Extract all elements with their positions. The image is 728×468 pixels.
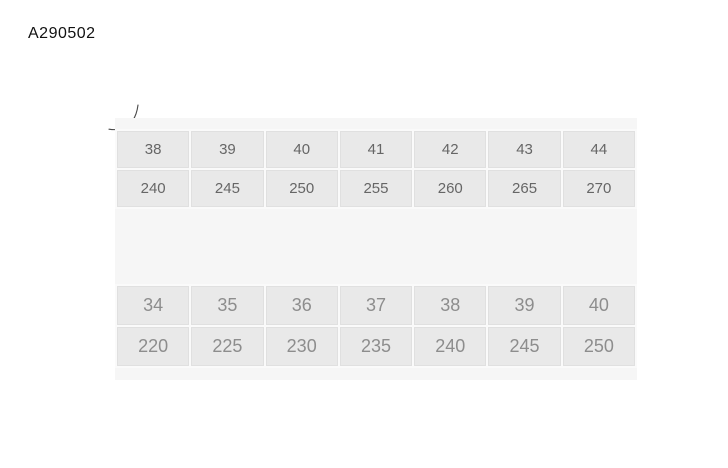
length-cell: 235 xyxy=(339,327,413,366)
size-cell: 38 xyxy=(414,286,487,325)
size-cell: 41 xyxy=(339,131,413,168)
size-cell: 36 xyxy=(265,286,338,325)
product-code-title: A290502 xyxy=(28,25,96,42)
table-row-sizes: 34 35 36 37 38 39 40 xyxy=(117,286,635,325)
size-chart-panel: 38 39 40 41 42 43 44 240 245 250 255 260… xyxy=(115,118,637,380)
size-cell: 38 xyxy=(117,131,190,168)
size-cell: 39 xyxy=(191,131,264,168)
size-cell: 37 xyxy=(339,286,413,325)
size-cell: 35 xyxy=(191,286,264,325)
length-cell: 240 xyxy=(117,170,190,207)
length-cell: 245 xyxy=(488,327,561,366)
table-row-lengths: 240 245 250 255 260 265 270 xyxy=(117,170,635,207)
length-cell: 265 xyxy=(488,170,561,207)
size-cell: 34 xyxy=(117,286,190,325)
length-cell: 270 xyxy=(562,170,635,207)
size-cell: 43 xyxy=(488,131,561,168)
length-cell: 230 xyxy=(265,327,338,366)
length-cell: 220 xyxy=(117,327,190,366)
size-cell: 42 xyxy=(414,131,487,168)
size-cell: 44 xyxy=(562,131,635,168)
length-cell: 245 xyxy=(191,170,264,207)
size-cell: 40 xyxy=(265,131,338,168)
size-chart-bottom: 34 35 36 37 38 39 40 220 225 230 235 240… xyxy=(115,284,637,368)
length-cell: 225 xyxy=(191,327,264,366)
length-cell: 260 xyxy=(414,170,487,207)
length-cell: 240 xyxy=(414,327,487,366)
table-row-lengths: 220 225 230 235 240 245 250 xyxy=(117,327,635,366)
length-cell: 250 xyxy=(562,327,635,366)
size-cell: 40 xyxy=(562,286,635,325)
length-cell: 250 xyxy=(265,170,338,207)
length-cell: 255 xyxy=(339,170,413,207)
table-row-sizes: 38 39 40 41 42 43 44 xyxy=(117,131,635,168)
size-chart-top: 38 39 40 41 42 43 44 240 245 250 255 260… xyxy=(115,129,637,209)
size-cell: 39 xyxy=(488,286,561,325)
